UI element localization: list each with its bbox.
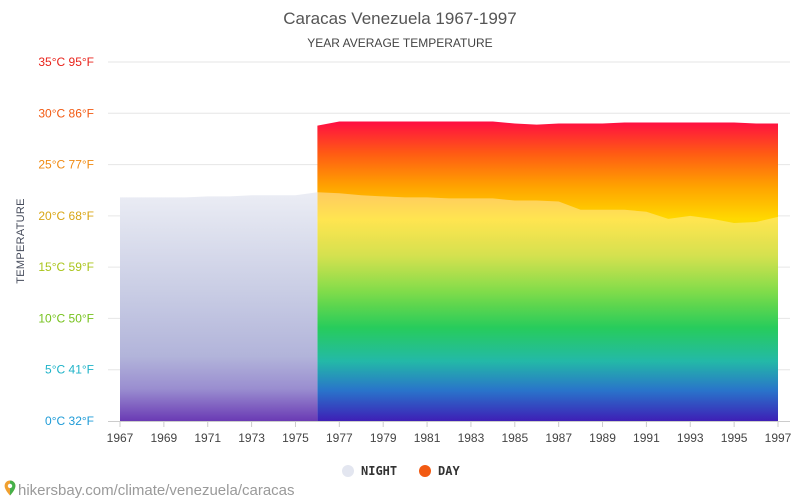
- y-tick-label: 30°C 86°F: [38, 106, 94, 120]
- x-tick-label: 1993: [677, 431, 704, 445]
- x-tick-label: 1971: [194, 431, 221, 445]
- legend-swatch-day: [419, 465, 431, 477]
- x-tick-label: 1977: [326, 431, 353, 445]
- x-tick-label: 1969: [151, 431, 178, 445]
- y-tick-label: 25°C 77°F: [38, 158, 94, 172]
- y-tick-label: 0°C 32°F: [45, 414, 94, 428]
- chart-title: Caracas Venezuela 1967-1997: [283, 9, 516, 28]
- night-area-overlay: [317, 192, 778, 421]
- x-tick-label: 1995: [721, 431, 748, 445]
- legend: NIGHT DAY: [342, 464, 460, 478]
- y-axis-ticks: 0°C 32°F 5°C 41°F 10°C 50°F 15°C 59°F 20°C 6…: [38, 55, 94, 428]
- x-tick-label: 1997: [765, 431, 792, 445]
- x-tick-label: 1991: [633, 431, 660, 445]
- x-tick-label: 1973: [238, 431, 265, 445]
- legend-label-night: NIGHT: [361, 464, 397, 478]
- y-tick-label: 10°C 50°F: [38, 311, 94, 325]
- source-link[interactable]: hikersbay.com/climate/venezuela/caracas: [4, 480, 295, 500]
- y-tick-label: 15°C 59°F: [38, 260, 94, 274]
- x-tick-label: 1967: [107, 431, 134, 445]
- legend-item-day[interactable]: DAY: [419, 464, 460, 478]
- x-tick-label: 1985: [501, 431, 528, 445]
- night-area: [120, 192, 318, 421]
- map-pin-icon: [4, 480, 16, 500]
- y-tick-label: 5°C 41°F: [45, 363, 94, 377]
- x-tick-label: 1989: [589, 431, 616, 445]
- legend-label-day: DAY: [438, 464, 460, 478]
- x-tick-label: 1981: [414, 431, 441, 445]
- x-tick-label: 1979: [370, 431, 397, 445]
- legend-swatch-night: [342, 465, 354, 477]
- y-tick-label: 20°C 68°F: [38, 209, 94, 223]
- x-tick-label: 1983: [458, 431, 485, 445]
- x-tick-label: 1987: [545, 431, 572, 445]
- chart-subtitle: YEAR AVERAGE TEMPERATURE: [307, 36, 492, 50]
- y-axis-label: TEMPERATURE: [15, 198, 27, 284]
- source-url: hikersbay.com/climate/venezuela/caracas: [18, 481, 295, 499]
- x-axis-ticks: 1967 1969 1971 1973 1975 1977 1979 1981 1983 1985…: [107, 421, 792, 445]
- x-tick-label: 1975: [282, 431, 309, 445]
- y-tick-label: 35°C 95°F: [38, 55, 94, 69]
- legend-item-night[interactable]: NIGHT: [342, 464, 397, 478]
